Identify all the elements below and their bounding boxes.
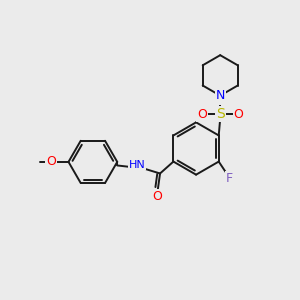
Text: O: O xyxy=(197,107,207,121)
Text: F: F xyxy=(226,172,233,185)
Text: N: N xyxy=(215,91,225,104)
Text: O: O xyxy=(46,155,56,168)
Text: HN: HN xyxy=(128,160,145,170)
Text: O: O xyxy=(153,190,163,203)
Text: N: N xyxy=(215,89,225,102)
Text: S: S xyxy=(216,107,225,121)
Text: O: O xyxy=(234,107,244,121)
